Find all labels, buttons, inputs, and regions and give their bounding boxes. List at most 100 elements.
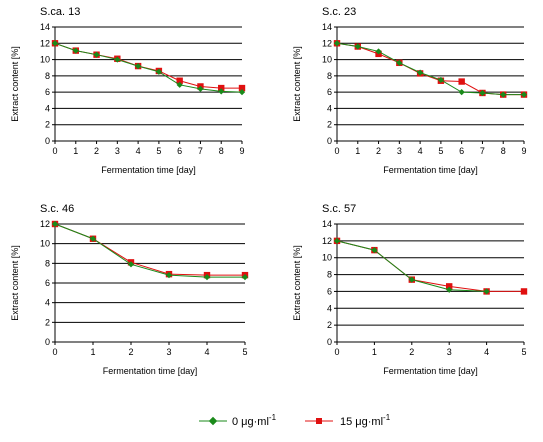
x-tick-label: 3 bbox=[166, 347, 171, 357]
panel-title: S.c. 57 bbox=[322, 203, 356, 215]
x-tick-label: 7 bbox=[480, 146, 485, 156]
y-tick-label: 10 bbox=[322, 253, 332, 263]
y-tick-label: 0 bbox=[327, 136, 332, 146]
y-tick-label: 14 bbox=[322, 22, 332, 32]
series-1-point bbox=[520, 288, 528, 295]
y-tick-label: 4 bbox=[45, 298, 50, 308]
y-tick-label: 6 bbox=[327, 286, 332, 296]
y-tick-label: 12 bbox=[40, 219, 50, 229]
series-line-0 bbox=[336, 42, 524, 96]
legend-label-1-text: 15 μg·ml bbox=[340, 416, 383, 428]
x-tick-label: 2 bbox=[376, 146, 381, 156]
series-0-point bbox=[238, 89, 246, 96]
series-0-point bbox=[446, 286, 453, 293]
x-tick-label: 4 bbox=[484, 347, 489, 357]
series-0-point bbox=[176, 81, 183, 88]
x-tick-label: 6 bbox=[459, 146, 464, 156]
series-0-point bbox=[155, 68, 163, 75]
y-tick-label: 10 bbox=[40, 239, 50, 249]
x-tick-label: 1 bbox=[355, 146, 360, 156]
y-tick-label: 6 bbox=[45, 278, 50, 288]
series-0-point bbox=[483, 288, 490, 295]
x-tick-label: 4 bbox=[418, 146, 423, 156]
y-tick-label: 6 bbox=[45, 87, 50, 97]
y-tick-label: 4 bbox=[45, 103, 50, 113]
series-0-point bbox=[51, 40, 59, 47]
x-tick-label: 1 bbox=[73, 146, 78, 156]
x-axis-label: Fermentation time [day] bbox=[383, 165, 478, 175]
x-tick-label: 2 bbox=[128, 347, 133, 357]
y-tick-label: 12 bbox=[322, 38, 332, 48]
series-0-point bbox=[408, 276, 415, 283]
x-tick-label: 8 bbox=[219, 146, 224, 156]
x-tick-label: 8 bbox=[501, 146, 506, 156]
y-tick-label: 6 bbox=[327, 87, 332, 97]
y-tick-label: 0 bbox=[327, 337, 332, 347]
x-tick-label: 5 bbox=[242, 347, 247, 357]
series-1-point bbox=[446, 283, 453, 290]
x-tick-label: 0 bbox=[334, 347, 339, 357]
series-1-point bbox=[218, 84, 225, 92]
x-tick-label: 1 bbox=[372, 347, 377, 357]
x-tick-label: 5 bbox=[521, 347, 526, 357]
x-tick-label: 4 bbox=[204, 347, 209, 357]
y-tick-label: 2 bbox=[45, 317, 50, 327]
x-tick-label: 9 bbox=[239, 146, 244, 156]
y-tick-label: 2 bbox=[327, 120, 332, 130]
y-tick-label: 8 bbox=[45, 71, 50, 81]
x-tick-label: 3 bbox=[115, 146, 120, 156]
x-tick-label: 2 bbox=[409, 347, 414, 357]
panel-title: S.ca. 13 bbox=[40, 6, 80, 18]
y-axis-label: Extract content [%] bbox=[292, 46, 302, 122]
y-tick-label: 12 bbox=[40, 38, 50, 48]
y-tick-label: 2 bbox=[45, 120, 50, 130]
legend-label-1-sup: -1 bbox=[383, 413, 391, 422]
series-line-1 bbox=[54, 42, 242, 89]
y-tick-label: 14 bbox=[322, 219, 332, 229]
series-0-point bbox=[134, 62, 142, 70]
x-tick-label: 3 bbox=[397, 146, 402, 156]
y-axis-label: Extract content [%] bbox=[292, 245, 302, 321]
x-axis-label: Fermentation time [day] bbox=[101, 165, 196, 175]
series-line-0 bbox=[336, 240, 487, 292]
legend-marker-1 bbox=[316, 418, 322, 424]
y-tick-label: 4 bbox=[327, 303, 332, 313]
legend-marker-0 bbox=[208, 416, 218, 426]
series-0-point bbox=[197, 85, 204, 92]
series-1-point bbox=[458, 78, 465, 85]
y-tick-label: 4 bbox=[327, 103, 332, 113]
x-tick-label: 7 bbox=[198, 146, 203, 156]
series-0-point bbox=[93, 51, 100, 58]
y-tick-label: 2 bbox=[327, 320, 332, 330]
panel-title: S.c. 46 bbox=[40, 203, 74, 215]
x-tick-label: 6 bbox=[177, 146, 182, 156]
x-tick-label: 0 bbox=[52, 146, 57, 156]
series-line-1 bbox=[336, 240, 524, 292]
series-line-1 bbox=[336, 42, 524, 96]
legend: 0 μg·ml-1 15 μg·ml-1 bbox=[199, 413, 391, 428]
series-0-point bbox=[114, 56, 121, 63]
x-tick-label: 5 bbox=[438, 146, 443, 156]
series-0-point bbox=[51, 220, 59, 228]
x-tick-label: 2 bbox=[94, 146, 99, 156]
x-tick-label: 9 bbox=[521, 146, 526, 156]
x-tick-label: 1 bbox=[90, 347, 95, 357]
legend-label-0: 0 μg·ml-1 bbox=[232, 413, 277, 428]
series-line-0 bbox=[54, 42, 243, 93]
panel-title: S.c. 23 bbox=[322, 6, 356, 18]
series-0-point bbox=[458, 89, 465, 96]
x-tick-label: 5 bbox=[156, 146, 161, 156]
legend-label-0-sup: -1 bbox=[269, 413, 277, 422]
x-tick-label: 0 bbox=[52, 347, 57, 357]
y-tick-label: 0 bbox=[45, 136, 50, 146]
series-line-1 bbox=[54, 223, 245, 276]
series-line-0 bbox=[54, 223, 245, 278]
x-tick-label: 0 bbox=[334, 146, 339, 156]
x-axis-label: Fermentation time [day] bbox=[103, 366, 198, 376]
